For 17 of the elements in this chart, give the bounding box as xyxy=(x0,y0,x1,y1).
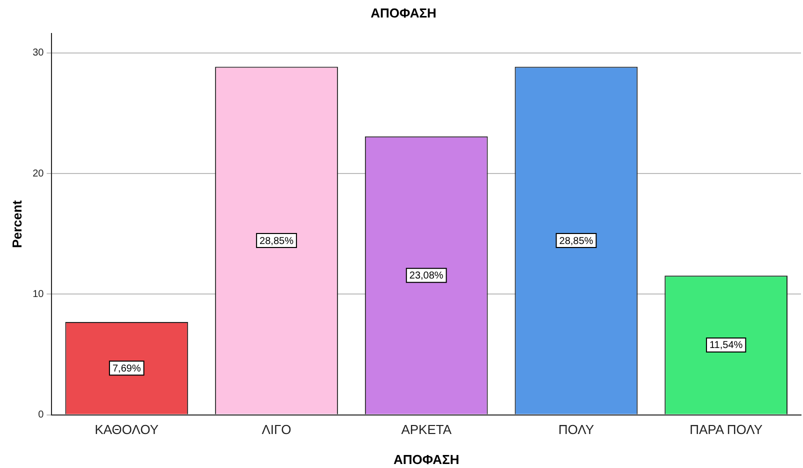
x-axis-title: ΑΠΟΦΑΣΗ xyxy=(393,452,460,467)
y-tick-label: 0 xyxy=(38,410,44,421)
data-label: 23,08% xyxy=(409,270,444,282)
x-tick-label: ΠΟΛΥ xyxy=(558,422,594,438)
x-tick-label: ΛΙΓΟ xyxy=(262,422,292,438)
data-label: 7,69% xyxy=(112,363,141,374)
y-axis-title: Percent xyxy=(9,200,24,248)
x-tick-label: ΠΑΡΑ ΠΟΛΥ xyxy=(690,422,763,438)
data-label: 28,85% xyxy=(559,236,594,247)
y-tick-label: 20 xyxy=(32,168,44,180)
data-label: 11,54% xyxy=(709,340,743,352)
chart-title: ΑΠΟΦΑΣΗ xyxy=(370,5,436,20)
x-tick-label: ΑΡΚΕΤΑ xyxy=(401,422,452,438)
y-tick-label: 10 xyxy=(32,288,44,300)
data-label: 28,85% xyxy=(260,236,294,247)
y-tick-label: 30 xyxy=(32,48,44,59)
x-tick-label: ΚΑΘΟΛΟΥ xyxy=(94,422,159,438)
